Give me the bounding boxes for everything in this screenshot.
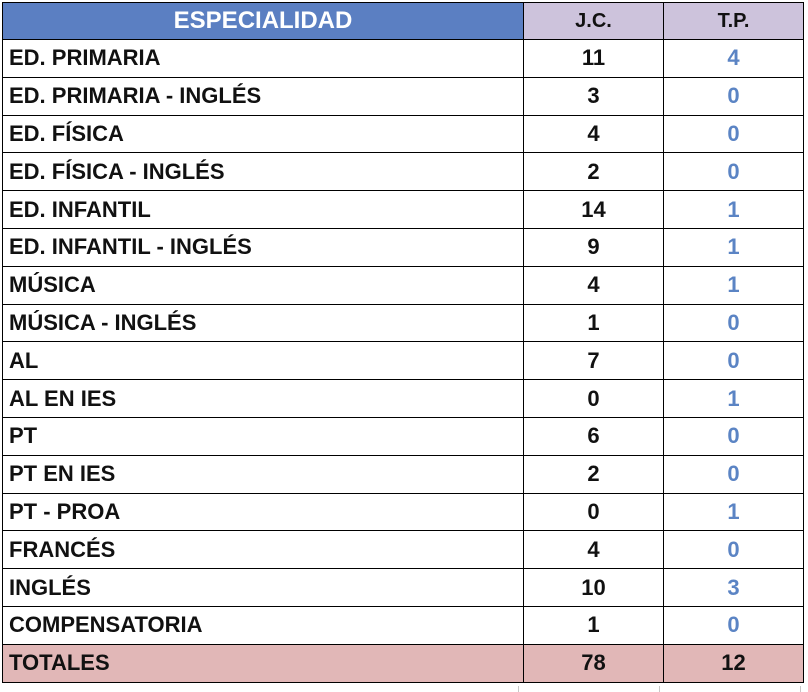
gridline xyxy=(800,686,801,692)
specialty-cell: COMPENSATORIA xyxy=(2,605,524,645)
specialty-cell: INGLÉS xyxy=(2,568,524,607)
table-row: COMPENSATORIA 1 0 xyxy=(2,605,804,645)
tp-cell: 0 xyxy=(663,303,804,343)
jc-cell: 11 xyxy=(523,39,664,78)
tp-cell: 0 xyxy=(663,605,804,645)
specialty-cell: PT xyxy=(2,416,524,456)
jc-cell: 10 xyxy=(523,568,664,607)
jc-cell: 3 xyxy=(523,76,664,116)
jc-cell: 2 xyxy=(523,454,664,494)
tp-cell: 0 xyxy=(663,114,804,154)
jc-cell: 2 xyxy=(523,152,664,192)
totals-tp: 12 xyxy=(663,643,804,683)
jc-cell: 7 xyxy=(523,341,664,381)
table-row: ED. INFANTIL - INGLÉS 9 1 xyxy=(2,227,804,267)
tp-cell: 1 xyxy=(663,265,804,305)
specialty-cell: AL xyxy=(2,341,524,381)
totals-row: TOTALES 78 12 xyxy=(2,643,804,683)
jc-cell: 4 xyxy=(523,114,664,154)
jc-cell: 4 xyxy=(523,265,664,305)
totals-jc: 78 xyxy=(523,643,664,683)
tp-cell: 0 xyxy=(663,416,804,456)
totals-label: TOTALES xyxy=(2,643,524,683)
specialty-cell: ED. INFANTIL xyxy=(2,190,524,229)
specialty-cell: FRANCÉS xyxy=(2,530,524,570)
specialty-cell: PT EN IES xyxy=(2,454,524,494)
specialty-cell: ED. PRIMARIA xyxy=(2,39,524,78)
specialty-cell: AL EN IES xyxy=(2,379,524,418)
specialty-cell: MÚSICA xyxy=(2,265,524,305)
tp-cell: 0 xyxy=(663,530,804,570)
specialty-table: ESPECIALIDAD J.C. T.P. ED. PRIMARIA 11 4… xyxy=(2,2,804,683)
table-row: PT - PROA 0 1 xyxy=(2,492,804,532)
tp-cell: 1 xyxy=(663,227,804,267)
table-row: FRANCÉS 4 0 xyxy=(2,530,804,570)
specialty-cell: PT - PROA xyxy=(2,492,524,532)
tp-cell: 4 xyxy=(663,39,804,78)
tp-cell: 0 xyxy=(663,152,804,192)
jc-cell: 1 xyxy=(523,605,664,645)
jc-cell: 6 xyxy=(523,416,664,456)
tp-cell: 1 xyxy=(663,190,804,229)
header-jc: J.C. xyxy=(523,2,664,40)
table-row: ED. PRIMARIA - INGLÉS 3 0 xyxy=(2,76,804,116)
table-row: AL EN IES 0 1 xyxy=(2,379,804,418)
tp-cell: 0 xyxy=(663,454,804,494)
jc-cell: 0 xyxy=(523,492,664,532)
table-row: INGLÉS 10 3 xyxy=(2,568,804,607)
header-tp: T.P. xyxy=(663,2,804,40)
sheet-gridline-strip xyxy=(0,686,808,692)
header-specialty: ESPECIALIDAD xyxy=(2,2,524,40)
specialty-cell: ED. FÍSICA - INGLÉS xyxy=(2,152,524,192)
table-row: PT EN IES 2 0 xyxy=(2,454,804,494)
table-row: ED. INFANTIL 14 1 xyxy=(2,190,804,229)
gridline xyxy=(518,686,519,692)
table-row: AL 7 0 xyxy=(2,341,804,381)
jc-cell: 14 xyxy=(523,190,664,229)
specialty-cell: ED. INFANTIL - INGLÉS xyxy=(2,227,524,267)
table-row: MÚSICA - INGLÉS 1 0 xyxy=(2,303,804,343)
jc-cell: 4 xyxy=(523,530,664,570)
tp-cell: 3 xyxy=(663,568,804,607)
tp-cell: 1 xyxy=(663,492,804,532)
table-row: ED. FÍSICA - INGLÉS 2 0 xyxy=(2,152,804,192)
jc-cell: 1 xyxy=(523,303,664,343)
table-row: MÚSICA 4 1 xyxy=(2,265,804,305)
table-row: ED. PRIMARIA 11 4 xyxy=(2,39,804,78)
table-row: PT 6 0 xyxy=(2,416,804,456)
jc-cell: 9 xyxy=(523,227,664,267)
specialty-cell: MÚSICA - INGLÉS xyxy=(2,303,524,343)
specialty-cell: ED. FÍSICA xyxy=(2,114,524,154)
tp-cell: 0 xyxy=(663,341,804,381)
tp-cell: 0 xyxy=(663,76,804,116)
gridline xyxy=(659,686,660,692)
jc-cell: 0 xyxy=(523,379,664,418)
specialty-cell: ED. PRIMARIA - INGLÉS xyxy=(2,76,524,116)
table-row: ED. FÍSICA 4 0 xyxy=(2,114,804,154)
header-row: ESPECIALIDAD J.C. T.P. xyxy=(2,2,804,40)
tp-cell: 1 xyxy=(663,379,804,418)
